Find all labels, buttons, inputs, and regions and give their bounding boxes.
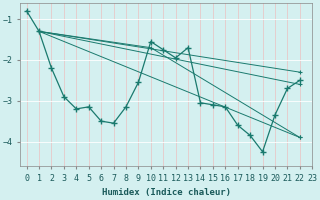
X-axis label: Humidex (Indice chaleur): Humidex (Indice chaleur) <box>102 188 231 197</box>
